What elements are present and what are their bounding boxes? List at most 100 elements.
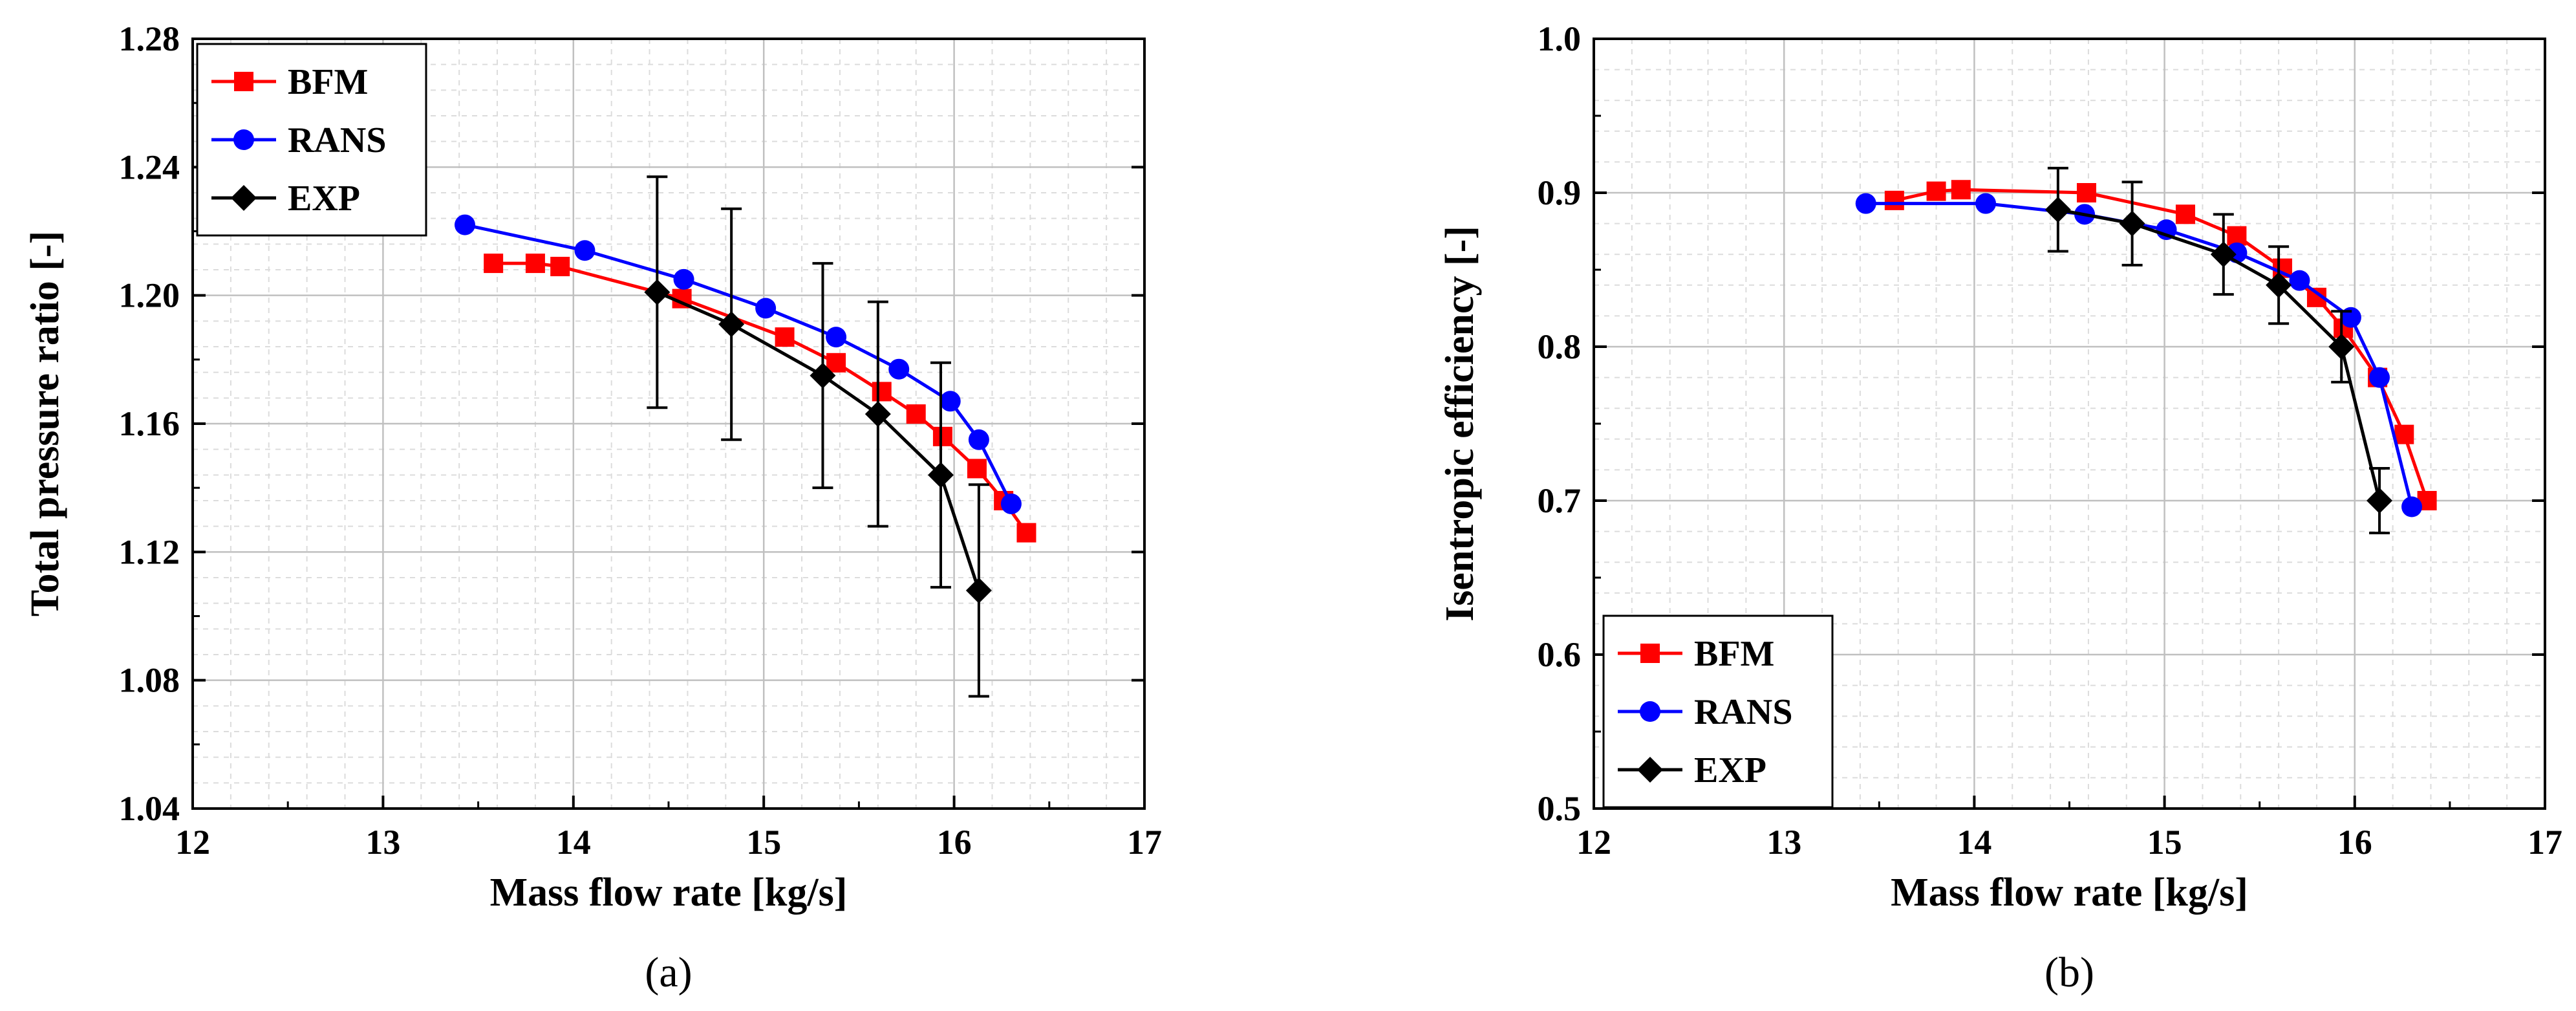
panel-a-point-rans [454,214,475,235]
panel-b-point-rans [1975,193,1997,214]
panel-a-x-tick-label: 13 [365,823,400,862]
panel-b-legend-item-bfm: BFM [1618,634,1774,674]
panel-b-point-bfm [1951,180,1971,200]
panel-a-y-tick-label: 1.12 [119,532,180,571]
panel-b-point-exp [2119,210,2145,237]
panel-b-legend-label: EXP [1694,750,1766,790]
panel-a-y-tick-label: 1.20 [119,276,180,315]
panel-a-point-bfm [826,353,846,373]
panel-a-legend-label: BFM [288,62,368,102]
panel-b-x-tick-label: 13 [1766,823,1801,862]
panel-b-y-tick-label: 0.8 [1538,327,1582,366]
panel-b-legend-label: BFM [1694,634,1774,674]
panel-b-point-exp [2045,197,2071,223]
panel-a-legend-item-exp: EXP [211,179,360,219]
panel-b-x-tick-label: 16 [2337,823,2372,862]
panel-b-legend-label: RANS [1694,692,1792,732]
panel-a-series-exp [644,175,992,698]
panel-a-point-bfm [525,254,545,274]
panel-b-point-bfm [1884,190,1904,210]
panel-b-legend-item-exp: EXP [1618,750,1766,790]
panel-a-label: (a) [645,949,692,996]
panel-b-y-tick-label: 1.0 [1538,19,1582,58]
panel-b-point-rans [2401,496,2423,517]
panel-b-point-bfm [2076,183,2096,202]
panel-a-point-bfm [872,382,892,402]
panel-a-series-bfm [484,254,1036,543]
panel-a-point-exp [810,362,836,389]
panel-b-point-rans [2369,367,2390,388]
panel-b-line-exp [2057,208,2381,501]
panel-b-label: (b) [2045,949,2094,996]
panel-b-series-exp [2045,166,2393,534]
panel-b-point-rans [1855,193,1876,214]
panel-b-y-tick-label: 0.9 [1538,173,1582,212]
panel-a-y-tick-label: 1.08 [119,661,180,700]
panel-b-legend-item-rans: RANS [1618,692,1792,732]
panel-a-y-tick-label: 1.24 [119,147,180,186]
panel-b-legend-swatch-marker [1640,701,1660,722]
panel-b-point-rans [2289,270,2310,291]
panel-a-point-rans [673,268,694,290]
panel-a-legend-label: EXP [288,179,360,219]
panel-a-point-bfm [906,404,926,424]
panel-a-legend-swatch-marker [233,129,254,150]
panel-a-point-bfm [967,459,987,479]
panel-b-x-axis-title: Mass flow rate [kg/s] [1891,871,2248,915]
panel-b-y-axis-title: Isentropic efficiency [-] [1438,226,1482,622]
panel-b-legend-swatch-marker [1637,757,1663,783]
panel-a-y-tick-label: 1.04 [119,789,180,828]
panel-a-x-tick-label: 15 [746,823,781,862]
panel-a-legend-item-rans: RANS [211,120,386,160]
panel-b-x-tick-label: 12 [1576,823,1611,862]
panel-b-x-tick-label: 14 [1957,823,1991,862]
panel-a-point-exp [864,401,891,428]
panel-a-legend: BFM RANS EXP [196,43,427,237]
panel-a-point-rans [888,358,910,380]
panel-a-point-bfm [550,257,570,277]
panel-a-point-rans [939,391,961,412]
panel-a-point-rans [826,327,847,348]
panel-a-x-tick-label: 17 [1127,823,1162,862]
panel-a-point-rans [968,429,989,450]
panel-b-point-bfm [2394,424,2414,444]
panel-b-point-exp [2266,272,2292,298]
panel-b-x-tick-label: 17 [2528,823,2562,862]
panel-a-point-rans [574,240,596,261]
panel-a-y-axis-title: Total pressure ratio [-] [23,231,67,616]
panel-b-point-exp [2210,241,2237,268]
panel-a-point-rans [755,298,777,319]
panel-a-x-axis-title: Mass flow rate [kg/s] [490,871,848,915]
panel-a-point-exp [927,462,954,488]
panel-a-x-tick-label: 16 [937,823,972,862]
panel-b-x-tick-label: 15 [2147,823,2182,862]
panel-b-legend: BFM RANS EXP [1602,614,1834,809]
panel-a-series-rans [454,214,1022,514]
panel-b-point-bfm [2175,204,2195,224]
panel-b-chart: 12 13 14 15 16 17 0.5 0.6 0.7 0.8 0.9 1.0 Mass flow … [1438,19,2562,996]
panel-a-chart: 12 13 14 15 16 17 1.04 1.08 1.12 1.16 1.20 1.24 1.28… [23,19,1162,996]
panel-b-point-exp [2367,488,2393,514]
panel-b-legend-swatch-marker [1640,644,1660,663]
panel-a-line-exp [656,290,981,591]
panel-a-point-exp [644,279,671,305]
panel-a-legend-swatch-marker [231,185,257,211]
panel-a-point-bfm [1016,523,1036,543]
panel-a-x-tick-label: 12 [175,823,210,862]
panel-a-legend-item-bfm: BFM [211,62,368,102]
panel-b-point-bfm [1926,181,1946,201]
panel-a-point-bfm [932,426,952,446]
panel-a-point-rans [1000,493,1022,514]
panel-b-y-tick-label: 0.6 [1538,635,1582,674]
panel-a-x-tick-label: 14 [556,823,591,862]
panel-b-point-bfm [2227,226,2247,246]
panel-a-y-tick-label: 1.16 [119,404,180,443]
panel-b-point-exp [2328,334,2355,360]
panel-a-point-bfm [484,254,504,274]
panel-a-point-exp [718,311,745,338]
panel-a-point-exp [965,577,992,603]
panel-b-y-tick-label: 0.5 [1538,789,1582,828]
panel-b-y-tick-label: 0.7 [1538,481,1582,520]
panel-a-legend-swatch-marker [234,72,253,91]
